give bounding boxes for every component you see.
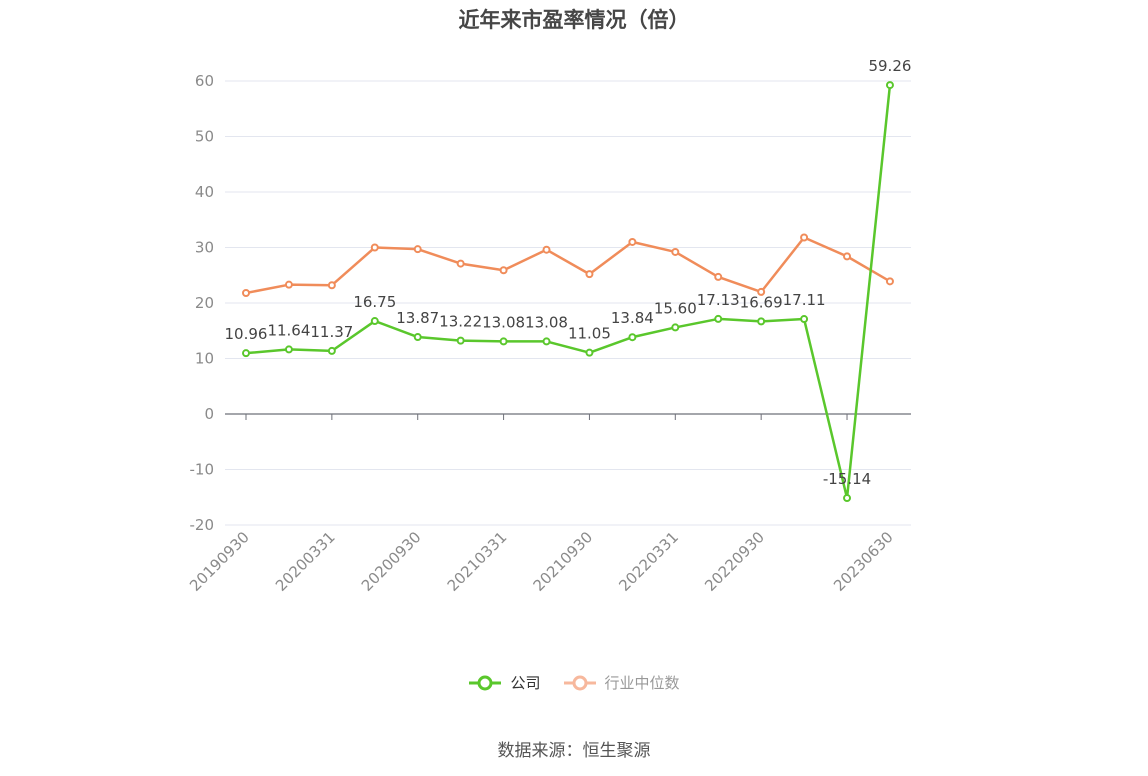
data-point [628, 333, 637, 342]
data-label: 13.87 [396, 309, 439, 327]
series-line [245, 236, 891, 295]
data-point [456, 336, 465, 345]
data-label: 13.22 [439, 313, 482, 331]
y-tick-label: 10 [195, 350, 214, 368]
data-point [284, 345, 293, 354]
data-label: 16.69 [740, 293, 783, 311]
legend-industry-marker-icon [563, 675, 596, 690]
x-tick-label: 20200331 [272, 528, 339, 595]
x-axis: 20190930 20200331 20200930 20210331 20210930… [186, 413, 911, 595]
y-axis: -20 -10 0 10 20 30 40 50 60 [190, 72, 215, 534]
data-point [843, 252, 852, 261]
y-tick-label: 20 [195, 294, 214, 312]
data-point [284, 280, 293, 289]
x-tick-label: 20220930 [701, 528, 768, 595]
data-label: 10.96 [225, 325, 268, 343]
y-tick-label: -10 [190, 461, 215, 479]
data-label: 17.13 [697, 291, 740, 309]
data-point [757, 317, 766, 326]
data-point [499, 266, 508, 275]
data-point [370, 243, 379, 252]
data-point [671, 323, 680, 332]
y-tick-label: 40 [195, 183, 214, 201]
line-chart: -20 -10 0 10 20 30 40 50 60 20190930 20200331 2020… [186, 57, 912, 595]
y-tick-label: -20 [190, 516, 215, 534]
x-tick-label: 20210331 [444, 528, 511, 595]
data-point [242, 349, 250, 358]
data-point [542, 337, 551, 346]
data-point [370, 317, 379, 326]
data-point [714, 272, 723, 281]
data-label: 15.60 [654, 299, 697, 317]
data-point [714, 314, 723, 323]
legend-company-label: 公司 [510, 674, 541, 692]
legend-item-industry[interactable]: 行业中位数 [563, 672, 680, 693]
data-label: 16.75 [353, 293, 396, 311]
data-point [671, 247, 680, 256]
data-label: 11.37 [310, 323, 353, 341]
x-tick-label: 20190930 [186, 528, 253, 595]
legend-industry-label: 行业中位数 [604, 674, 680, 692]
x-tick-label: 20230630 [830, 528, 897, 595]
legend-item-company[interactable]: 公司 [468, 672, 541, 693]
data-point [413, 333, 422, 342]
data-point [413, 245, 422, 254]
data-label: -15.14 [823, 470, 871, 488]
y-tick-label: 50 [195, 128, 214, 146]
data-point [242, 289, 250, 298]
data-label: 59.26 [868, 57, 911, 75]
data-label: 13.08 [525, 313, 568, 331]
data-point [585, 270, 594, 279]
data-point [800, 233, 809, 242]
series-line [245, 84, 892, 500]
data-point [628, 237, 637, 246]
x-tick-label: 20220331 [615, 528, 682, 595]
legend: 公司 行业中位数 [0, 672, 1148, 693]
data-point [542, 245, 551, 254]
y-tick-label: 30 [195, 239, 214, 257]
data-point [585, 348, 594, 357]
data-point [757, 287, 766, 296]
data-label: 11.05 [568, 325, 611, 343]
data-point [800, 315, 809, 324]
y-tick-label: 0 [204, 405, 214, 423]
data-point [843, 494, 852, 503]
series-points [242, 81, 894, 503]
data-label: 13.08 [482, 313, 525, 331]
data-label: 17.11 [783, 291, 826, 309]
data-point [327, 281, 336, 290]
grid-lines [225, 80, 911, 526]
data-label: 11.64 [267, 321, 310, 339]
data-point [885, 81, 894, 90]
data-point [499, 337, 508, 346]
data-point [456, 259, 465, 268]
x-tick-label: 20200930 [358, 528, 425, 595]
data-label: 13.84 [611, 309, 654, 327]
chart-title: 近年来市盈率情况（倍） [458, 8, 690, 32]
data-point [885, 277, 894, 286]
data-source: 数据来源：恒生聚源 [497, 741, 651, 761]
y-tick-label: 60 [195, 72, 214, 90]
data-point [327, 346, 336, 355]
x-tick-label: 20210930 [530, 528, 597, 595]
series-lines [245, 84, 892, 500]
legend-company-marker-icon [469, 675, 502, 690]
